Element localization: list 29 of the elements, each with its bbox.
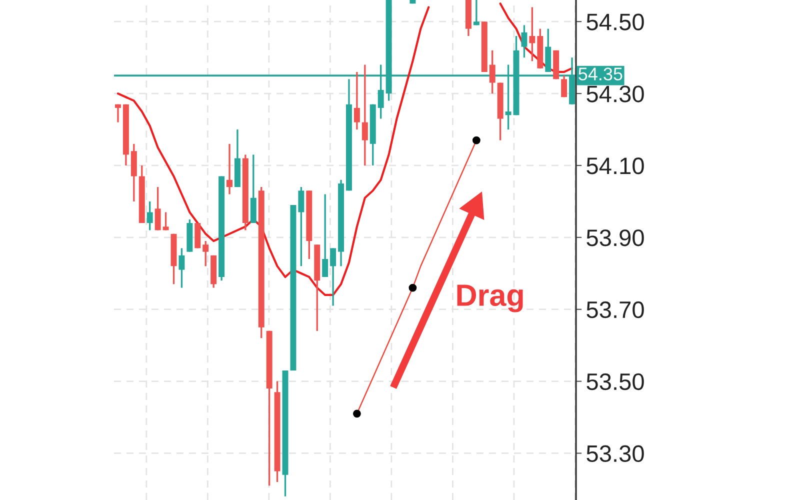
point bbox=[408, 284, 417, 292]
y-tick-label: 53.70 bbox=[586, 301, 644, 318]
candlestick bbox=[162, 211, 169, 232]
candlestick bbox=[330, 247, 336, 307]
candlestick bbox=[489, 50, 496, 94]
y-tick-label: 54.50 bbox=[586, 14, 644, 30]
candlestick bbox=[473, 0, 480, 26]
y-tick-label: 53.30 bbox=[586, 445, 644, 462]
candlestick bbox=[354, 71, 360, 130]
candlestick bbox=[154, 186, 161, 232]
candlestick bbox=[322, 193, 328, 278]
y-tick-label: 53.50 bbox=[586, 373, 644, 390]
candlestick bbox=[529, 6, 536, 62]
y-tick-label: 53.90 bbox=[586, 229, 644, 246]
point bbox=[352, 410, 361, 418]
ref-line-label: 54.35 bbox=[578, 68, 622, 80]
point bbox=[472, 136, 480, 144]
annotation: Drag bbox=[457, 284, 523, 312]
y-tick-label: 54.30 bbox=[586, 86, 644, 102]
candlestick bbox=[521, 24, 528, 58]
candlestick bbox=[114, 103, 121, 124]
candlestick bbox=[561, 74, 568, 98]
candlestick bbox=[226, 143, 232, 196]
candlestick bbox=[362, 64, 368, 166]
candlestick bbox=[178, 247, 185, 289]
candlestick bbox=[146, 200, 153, 232]
candlestick bbox=[298, 186, 304, 268]
y-tick-label: 54.10 bbox=[586, 158, 644, 174]
candlestick bbox=[202, 240, 209, 268]
